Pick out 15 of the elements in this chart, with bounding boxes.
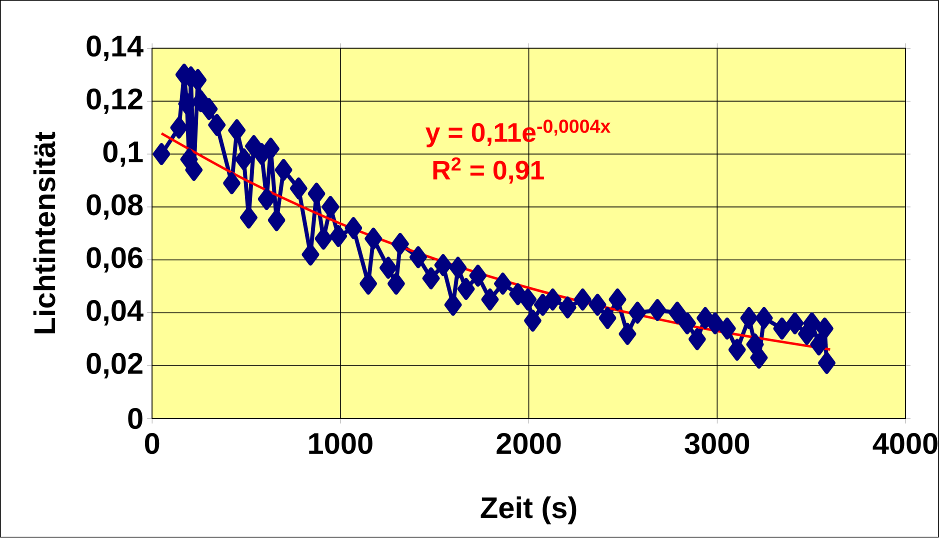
y-tick-label: 0,06 bbox=[86, 247, 143, 273]
y-tick-label: 0,14 bbox=[86, 36, 144, 62]
x-tick-label: 0 bbox=[144, 433, 160, 454]
x-tick-label: 1000 bbox=[309, 433, 372, 454]
y-axis-title: Lichtintensität bbox=[33, 132, 56, 334]
x-tick-label: 3000 bbox=[684, 433, 750, 454]
y-tick-label: 0,08 bbox=[86, 194, 143, 220]
y-tick-label: 0,04 bbox=[86, 300, 144, 326]
y-tick-label: 0,02 bbox=[86, 353, 142, 379]
x-axis-title: Zeit (s) bbox=[480, 496, 576, 524]
y-tick-label: 0,1 bbox=[103, 142, 143, 167]
y-tick-label: 0 bbox=[128, 408, 142, 430]
x-tick-label: 2000 bbox=[496, 433, 561, 454]
y-tick-label: 0,12 bbox=[86, 88, 142, 114]
x-tick-label: 4000 bbox=[872, 433, 938, 454]
